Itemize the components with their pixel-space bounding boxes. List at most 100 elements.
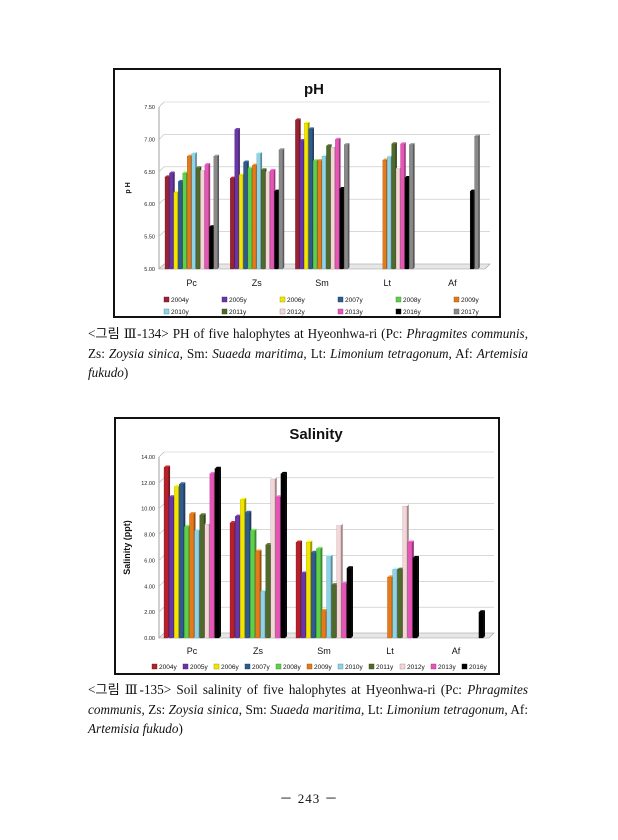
bar-side <box>417 555 419 638</box>
species-name: Zoysia sinica <box>108 345 180 361</box>
bar-top <box>204 522 211 525</box>
bar-top <box>397 567 404 570</box>
legend-label: 2011y <box>376 664 394 671</box>
x-tick-label: Zs <box>253 646 263 656</box>
bar-top <box>474 134 480 137</box>
legend-label: 2005y <box>229 297 247 304</box>
bar-side <box>413 142 415 269</box>
figure-135-caption: <그림 Ⅲ-135> Soil salinity of five halophy… <box>88 680 528 739</box>
species-name: Limonium tetragonum <box>386 701 505 717</box>
species-name: Artemisia fukudo <box>88 721 179 736</box>
legend-swatch <box>368 663 375 670</box>
bar-top <box>173 190 180 193</box>
species-name: Phragmites communis <box>406 326 525 341</box>
bar <box>316 548 321 639</box>
bar-top <box>346 566 353 569</box>
y-tick-label: 10.00 <box>141 507 155 513</box>
legend-label: 2007y <box>345 297 363 304</box>
bar-top <box>191 152 197 154</box>
bar <box>204 524 210 639</box>
bar <box>204 164 209 270</box>
species-name: Zoysia sinica <box>168 701 239 717</box>
bar-top <box>295 118 301 120</box>
bar-top <box>396 166 402 169</box>
bar-top <box>321 608 328 611</box>
bar-top <box>235 514 242 517</box>
bar <box>245 512 250 639</box>
bar-top <box>196 166 202 168</box>
chart-title: pH <box>304 81 324 98</box>
bar <box>469 191 474 270</box>
legend-swatch <box>453 296 460 303</box>
species-name: Phragmites communis <box>88 682 528 717</box>
bar <box>387 156 391 270</box>
x-tick-label: Zs <box>252 278 262 288</box>
bar <box>382 159 387 270</box>
bar-top <box>296 540 303 543</box>
bar <box>478 611 484 639</box>
bar-side <box>347 142 350 269</box>
bar <box>179 484 184 639</box>
bar-top <box>278 148 285 150</box>
y-tick-label: 2.00 <box>144 610 155 616</box>
bar-top <box>256 152 263 154</box>
bar-top <box>336 523 343 526</box>
bar-top <box>322 154 328 157</box>
bar-side <box>282 148 285 269</box>
bar-top <box>301 571 308 574</box>
ph-chart-svg: pH 5.00 5.50 6.00 6.50 7.00 7.50 p H Pc Zs Sm Lt Af 2… <box>125 81 491 316</box>
caption-text: , Sm: <box>179 345 213 361</box>
bar-top <box>169 495 176 498</box>
bar <box>213 156 218 270</box>
legend-label: 2011y <box>229 309 247 316</box>
legend-label: 2006y <box>221 664 239 671</box>
bar-top <box>165 175 171 177</box>
legend-label: 2012y <box>287 309 305 316</box>
bar-top <box>299 139 306 141</box>
bar <box>194 530 199 639</box>
caption-text: <그림 Ⅲ-135> Soil salinity of five halophy… <box>88 682 468 697</box>
bar-top <box>335 137 341 140</box>
bar-top <box>200 168 206 171</box>
x-tick-label: Sm <box>317 646 331 656</box>
bar <box>326 145 331 270</box>
bar-top <box>234 128 240 130</box>
legend-label: 2004y <box>171 297 189 304</box>
gridline-3d <box>158 555 165 561</box>
bar <box>260 591 265 639</box>
bar <box>256 153 261 270</box>
bar-top <box>326 554 333 557</box>
gridline-3d <box>158 632 165 639</box>
bar <box>311 552 316 639</box>
legend-label: 2006y <box>287 297 305 304</box>
bar <box>187 156 191 270</box>
legend-label: 2013y <box>345 309 363 316</box>
bar <box>391 143 396 270</box>
bar-top <box>317 159 323 161</box>
bar <box>404 177 409 270</box>
bar-top <box>245 510 252 513</box>
gridline-3d <box>158 134 165 140</box>
bar <box>168 496 174 639</box>
bar <box>326 556 331 639</box>
chart-title: Salinity <box>289 426 343 443</box>
bar <box>230 178 234 270</box>
bar-top <box>252 163 258 166</box>
legend-label: 2008y <box>403 297 421 304</box>
bar <box>407 542 413 639</box>
legend-swatch <box>306 663 313 670</box>
salinity-chart: Salinity 0.00 2.00 4.00 6.00 8.00 10.00 12.00 14… <box>114 417 500 675</box>
bar <box>261 169 266 270</box>
bar-top <box>270 477 277 479</box>
bar <box>397 569 402 639</box>
bar <box>402 505 408 639</box>
bar-top <box>182 171 189 174</box>
legend-swatch <box>453 308 460 315</box>
legend-swatch <box>151 663 158 670</box>
y-tick-label: 6.50 <box>144 170 155 176</box>
legend-swatch <box>430 663 437 670</box>
legend-label: 2016y <box>403 309 421 316</box>
y-tick-label: 6.00 <box>144 202 155 208</box>
y-tick-label: 6.00 <box>144 558 155 564</box>
bar <box>392 569 397 639</box>
